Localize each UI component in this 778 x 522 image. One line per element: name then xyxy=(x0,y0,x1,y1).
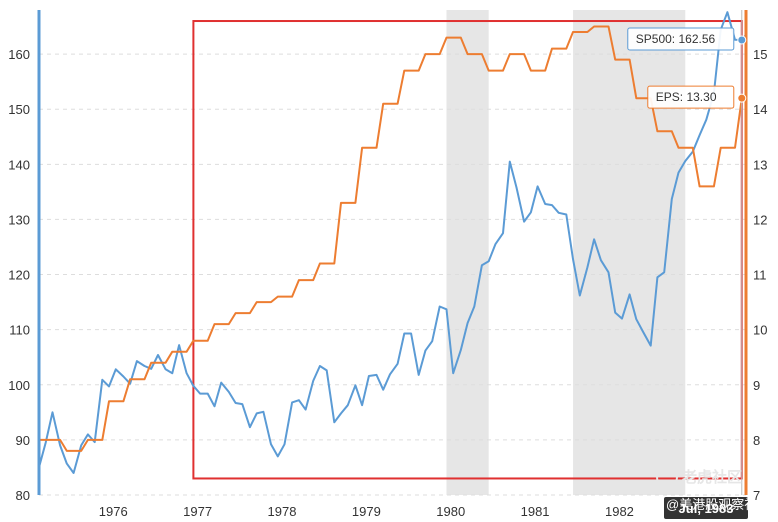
left-tick-label: 110 xyxy=(9,323,30,338)
x-tick-label: 1980 xyxy=(436,504,465,519)
hover-point-eps xyxy=(737,93,747,103)
watermark-logo-icon xyxy=(656,466,678,488)
watermark-title: 老虎社区 xyxy=(681,468,742,486)
left-tick-label: 90 xyxy=(16,433,30,448)
x-tick-label: 1976 xyxy=(99,504,128,519)
right-axis-ticks: 7 8 9 10 11 12 13 14 15 xyxy=(753,47,767,503)
x-tick-label: 1979 xyxy=(352,504,381,519)
left-tick-label: 150 xyxy=(8,102,30,117)
watermark: 老虎社区 xyxy=(656,466,742,488)
series-line-sp500 xyxy=(38,11,747,474)
right-tick-label: 10 xyxy=(753,323,767,338)
gridlines xyxy=(39,53,746,496)
left-tick-label: 120 xyxy=(8,268,30,283)
right-tick-label: 14 xyxy=(753,102,767,117)
right-tick-label: 12 xyxy=(753,212,767,227)
tooltips: SP500: 162.56 EPS: 13.30 xyxy=(627,27,747,109)
shaded-periods xyxy=(446,10,686,495)
shaded-period-1 xyxy=(446,10,489,495)
tooltip-box-eps xyxy=(647,85,735,109)
x-tick-label: 1977 xyxy=(183,504,212,519)
series-line-eps xyxy=(39,25,746,452)
hover-point-sp500 xyxy=(737,35,747,45)
crosshair-label: Jul, 1983 @美港股观察社 xyxy=(664,497,757,519)
right-tick-label: 7 xyxy=(753,488,760,503)
x-tick-label: 1981 xyxy=(521,504,550,519)
tooltip-eps: EPS: 13.30 xyxy=(656,90,717,104)
right-tick-label: 11 xyxy=(753,268,767,283)
x-axis-ticks: 19761977197819791980198119821983 xyxy=(99,504,718,519)
left-tick-label: 140 xyxy=(8,157,30,172)
left-tick-label: 130 xyxy=(8,212,30,227)
left-tick-label: 160 xyxy=(8,47,30,62)
x-tick-label: 1982 xyxy=(605,504,634,519)
tooltip-box-sp500 xyxy=(627,27,735,51)
series-layer xyxy=(38,11,747,474)
x-tick-label: 1978 xyxy=(268,504,297,519)
shaded-period-2 xyxy=(573,10,686,495)
watermark-subtitle: @美港股观察社 xyxy=(666,497,757,512)
left-axis-ticks: 80 90 100 110 120 130 140 150 160 xyxy=(8,47,30,503)
crosshair-date-label: Jul, 1983 xyxy=(679,501,734,516)
right-tick-label: 9 xyxy=(753,378,760,393)
tooltip-sp500: SP500: 162.56 xyxy=(636,32,716,46)
left-tick-label: 80 xyxy=(16,488,30,503)
right-tick-label: 15 xyxy=(753,47,767,62)
left-tick-label: 100 xyxy=(8,378,30,393)
right-tick-label: 13 xyxy=(753,157,767,172)
right-tick-label: 8 xyxy=(753,433,760,448)
